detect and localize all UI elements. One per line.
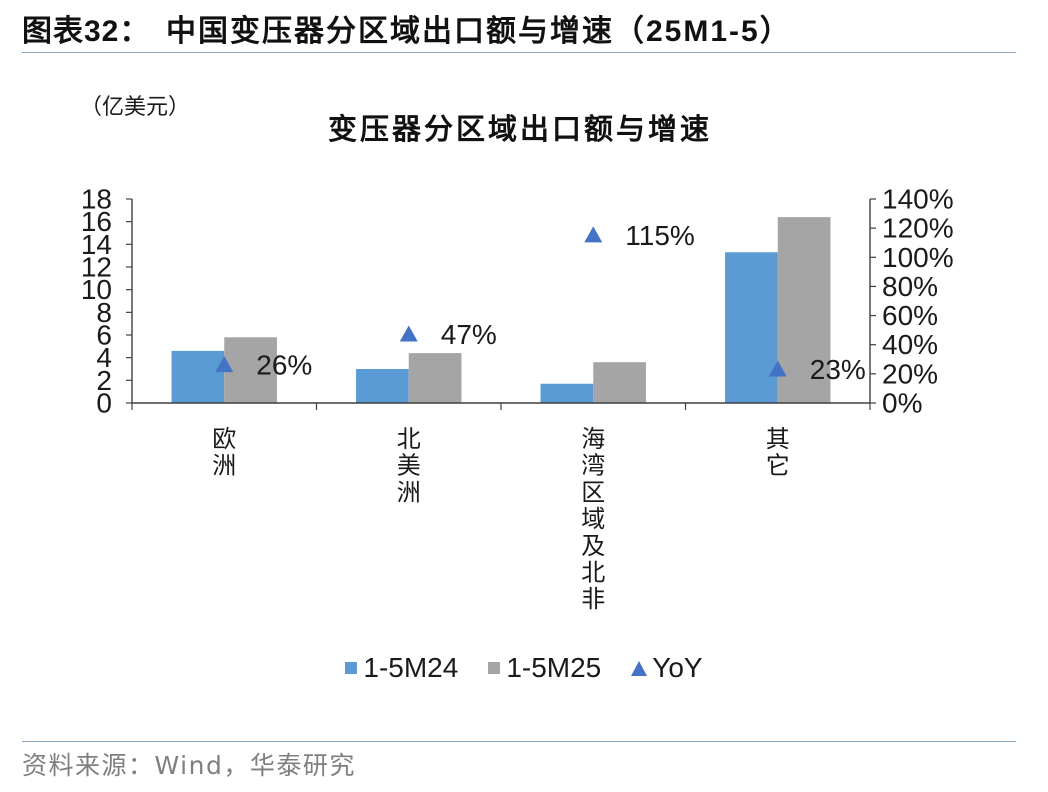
yoy-triangle-marker-icon bbox=[399, 325, 418, 342]
legend-label: 1-5M25 bbox=[506, 652, 602, 683]
yoy-triangle-marker-icon bbox=[215, 356, 234, 373]
legend-item-1-5m25: 1-5M25 bbox=[488, 652, 601, 684]
bar-1-5m24-2 bbox=[356, 369, 409, 403]
legend-square-swatch-icon bbox=[488, 662, 501, 674]
yoy-data-label: 47% bbox=[441, 319, 497, 350]
y-left-tick-label: 6 bbox=[96, 320, 112, 351]
bar-1-5m25-3 bbox=[593, 362, 646, 403]
y-right-tick-label: 120% bbox=[882, 213, 954, 244]
y-right-tick-label: 100% bbox=[882, 242, 954, 273]
x-category-label: 海湾区域及北非 bbox=[581, 425, 605, 613]
y-left-tick-label: 14 bbox=[81, 229, 112, 260]
legend-item-1-5m24: 1-5M24 bbox=[345, 652, 458, 684]
x-category-label: 北美洲 bbox=[397, 425, 421, 506]
chart-title: 变压器分区域出口额与增速 bbox=[327, 112, 712, 146]
legend-square-swatch-icon bbox=[345, 662, 358, 674]
bar-1-5m24-4 bbox=[725, 252, 778, 403]
footer-divider bbox=[22, 741, 1016, 742]
yoy-data-label: 26% bbox=[256, 350, 312, 381]
yoy-marker-group: 26% 47% 115% 23% bbox=[215, 220, 866, 385]
bar-series-group bbox=[171, 217, 831, 403]
y-left-tick-label: 8 bbox=[96, 297, 112, 328]
exhibit-title: 中国变压器分区域出口额与增速（25M1-5） bbox=[166, 15, 792, 48]
yoy-triangle-marker-icon bbox=[584, 226, 603, 243]
y-left-tick-label: 16 bbox=[81, 206, 112, 237]
bar-1-5m25-4 bbox=[777, 217, 831, 403]
x-category-labels: 欧洲 北美洲 海湾区域及北非 其它 bbox=[212, 425, 790, 613]
y-right-tick-label: 60% bbox=[882, 300, 938, 331]
y-left-tick-label: 0 bbox=[96, 388, 112, 419]
bar-1-5m25-2 bbox=[408, 353, 462, 403]
yoy-triangle-marker-icon bbox=[768, 360, 787, 377]
y-left-tick-label: 18 bbox=[81, 184, 112, 215]
legend-label: 1-5M24 bbox=[363, 652, 459, 683]
chart-legend: 1-5M24 1-5M25 YoY bbox=[0, 648, 1048, 688]
y-right-tick-label: 0% bbox=[882, 388, 922, 419]
yoy-data-label: 115% bbox=[625, 220, 695, 251]
y-axis-unit-label: （亿美元） bbox=[80, 95, 191, 120]
bar-1-5m24-3 bbox=[540, 383, 594, 403]
y-left-tick-label: 4 bbox=[96, 342, 112, 373]
exhibit-number: 图表32： bbox=[22, 15, 151, 48]
y-left-tick-label: 12 bbox=[81, 252, 112, 283]
y-left-tick-label: 2 bbox=[96, 365, 112, 396]
bar-1-5m25-1 bbox=[224, 337, 277, 403]
legend-triangle-icon bbox=[631, 660, 648, 676]
y-left-tick-label: 10 bbox=[81, 274, 112, 305]
bar-1-5m24-1 bbox=[171, 350, 225, 403]
y-right-tick-label: 80% bbox=[882, 271, 938, 302]
y-right-tick-label: 140% bbox=[882, 184, 954, 215]
header-divider bbox=[22, 52, 1016, 53]
yoy-data-label: 23% bbox=[810, 354, 866, 385]
source-note: 资料来源：Wind，华泰研究 bbox=[22, 751, 356, 780]
legend-label: YoY bbox=[652, 652, 703, 683]
x-category-label: 欧洲 bbox=[212, 425, 236, 480]
legend-item-yoy: YoY bbox=[631, 652, 703, 684]
y-right-tick-label: 20% bbox=[882, 358, 938, 389]
x-category-label: 其它 bbox=[766, 425, 790, 480]
y-right-tick-label: 40% bbox=[882, 329, 938, 360]
